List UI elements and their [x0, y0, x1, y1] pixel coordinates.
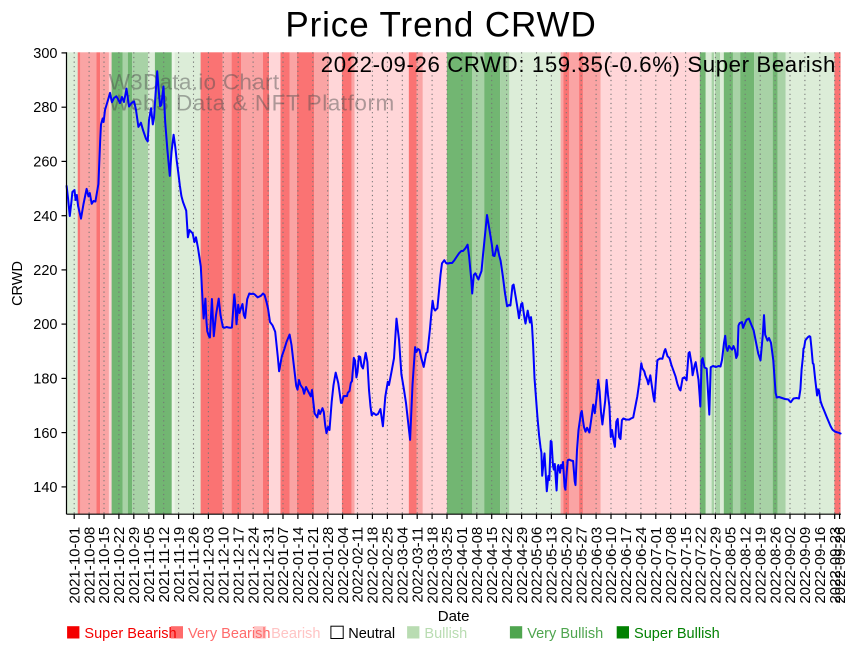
svg-text:2021-10-01: 2021-10-01: [66, 527, 83, 604]
svg-text:Super Bearish: Super Bearish: [84, 626, 176, 642]
svg-text:2022-07-22: 2022-07-22: [693, 527, 710, 604]
svg-text:280: 280: [33, 100, 57, 116]
svg-text:Bullish: Bullish: [424, 626, 467, 642]
svg-text:2021-12-03: 2021-12-03: [201, 527, 218, 604]
svg-text:2022-04-01: 2022-04-01: [454, 527, 471, 604]
svg-text:Super Bullish: Super Bullish: [634, 626, 720, 642]
svg-text:2022-02-18: 2022-02-18: [365, 527, 382, 604]
svg-text:2022-01-14: 2022-01-14: [290, 527, 307, 604]
svg-text:2021-10-15: 2021-10-15: [96, 527, 113, 604]
svg-text:2022-03-04: 2022-03-04: [395, 527, 412, 604]
svg-text:2022-08-12: 2022-08-12: [737, 527, 754, 604]
svg-text:2021-12-31: 2021-12-31: [260, 527, 277, 604]
svg-text:Neutral: Neutral: [348, 626, 395, 642]
svg-text:2022-01-21: 2022-01-21: [305, 527, 322, 604]
svg-text:2022-09-02: 2022-09-02: [782, 527, 799, 604]
svg-text:2022-06-24: 2022-06-24: [633, 527, 650, 604]
svg-text:2021-10-22: 2021-10-22: [111, 527, 128, 604]
svg-text:2022-09-26: 2022-09-26: [832, 527, 849, 604]
svg-text:2022-05-06: 2022-05-06: [529, 527, 546, 604]
svg-text:2022-05-20: 2022-05-20: [559, 527, 576, 604]
svg-text:2021-12-10: 2021-12-10: [216, 527, 233, 604]
svg-text:Date: Date: [438, 608, 470, 625]
svg-text:2021-11-12: 2021-11-12: [156, 527, 173, 603]
svg-text:260: 260: [33, 155, 57, 171]
svg-text:2022-03-11: 2022-03-11: [409, 527, 426, 603]
svg-text:2021-11-19: 2021-11-19: [171, 527, 188, 603]
svg-text:2022-08-05: 2022-08-05: [723, 527, 740, 604]
svg-text:CRWD: CRWD: [10, 261, 26, 306]
svg-text:2022-06-17: 2022-06-17: [618, 527, 635, 604]
svg-text:2022-07-15: 2022-07-15: [678, 527, 695, 604]
svg-text:2022-08-26: 2022-08-26: [767, 527, 784, 604]
svg-text:2022-07-01: 2022-07-01: [648, 527, 665, 604]
svg-text:2022-08-19: 2022-08-19: [752, 527, 769, 604]
svg-text:240: 240: [33, 209, 57, 225]
svg-text:2021-12-24: 2021-12-24: [245, 527, 262, 604]
svg-text:2022-09-16: 2022-09-16: [812, 527, 829, 604]
svg-text:2022-04-15: 2022-04-15: [484, 527, 501, 604]
svg-text:2022-04-29: 2022-04-29: [514, 527, 531, 604]
svg-text:2022-09-09: 2022-09-09: [797, 527, 814, 604]
svg-text:2021-11-26: 2021-11-26: [186, 527, 203, 603]
svg-text:220: 220: [33, 263, 57, 279]
svg-text:2021-11-05: 2021-11-05: [141, 527, 158, 603]
svg-text:2022-09-23: 2022-09-23: [827, 527, 844, 604]
svg-text:2022-07-29: 2022-07-29: [708, 527, 725, 604]
svg-text:2022-03-25: 2022-03-25: [439, 527, 456, 604]
svg-text:W3Data.io Chart: W3Data.io Chart: [109, 70, 280, 95]
svg-text:180: 180: [33, 372, 57, 388]
svg-text:2022-04-08: 2022-04-08: [469, 527, 486, 604]
svg-text:2022-09-26 CRWD: 159.35(-0.6%): 2022-09-26 CRWD: 159.35(-0.6%) Super Bea…: [321, 52, 836, 77]
svg-text:160: 160: [33, 426, 57, 442]
svg-text:2022-05-27: 2022-05-27: [573, 527, 590, 604]
svg-text:Bearish: Bearish: [271, 626, 320, 642]
svg-text:200: 200: [33, 317, 57, 333]
svg-text:2022-02-04: 2022-02-04: [335, 527, 352, 604]
svg-text:2021-10-29: 2021-10-29: [126, 527, 143, 604]
svg-text:Price Trend CRWD: Price Trend CRWD: [285, 5, 596, 44]
svg-text:Very Bearish: Very Bearish: [188, 626, 270, 642]
svg-text:2022-01-07: 2022-01-07: [275, 527, 292, 604]
svg-text:2022-06-10: 2022-06-10: [603, 527, 620, 604]
svg-text:2022-02-25: 2022-02-25: [380, 527, 397, 604]
svg-text:2022-01-28: 2022-01-28: [320, 527, 337, 604]
svg-text:140: 140: [33, 480, 57, 496]
svg-text:2021-10-08: 2021-10-08: [81, 527, 98, 604]
svg-text:2022-06-03: 2022-06-03: [588, 527, 605, 604]
svg-text:2022-02-11: 2022-02-11: [350, 527, 367, 603]
svg-text:2022-05-13: 2022-05-13: [544, 527, 561, 604]
svg-text:Very Bullish: Very Bullish: [527, 626, 603, 642]
svg-text:2021-12-17: 2021-12-17: [230, 527, 247, 604]
svg-text:2022-03-18: 2022-03-18: [424, 527, 441, 604]
svg-text:2022-04-22: 2022-04-22: [499, 527, 516, 604]
svg-text:2022-07-08: 2022-07-08: [663, 527, 680, 604]
svg-text:300: 300: [33, 46, 57, 62]
